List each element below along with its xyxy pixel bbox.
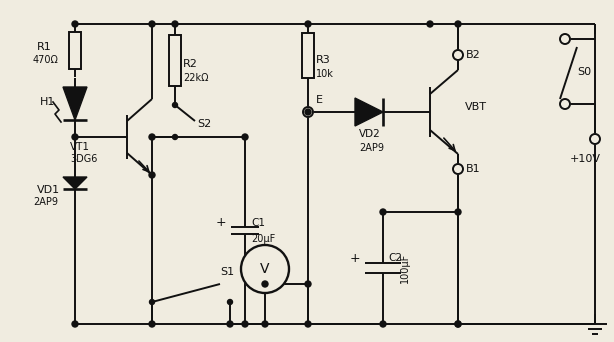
Text: R3: R3 [316, 55, 331, 65]
Circle shape [241, 245, 289, 293]
Text: 3DG6: 3DG6 [70, 154, 98, 164]
Circle shape [227, 321, 233, 327]
Text: 20μF: 20μF [251, 234, 275, 244]
Circle shape [242, 134, 248, 140]
Text: C2: C2 [388, 253, 402, 263]
Circle shape [149, 321, 155, 327]
Text: R2: R2 [183, 59, 198, 69]
Circle shape [455, 21, 461, 27]
Circle shape [560, 99, 570, 109]
Polygon shape [63, 177, 87, 189]
Circle shape [305, 281, 311, 287]
Circle shape [427, 21, 433, 27]
Circle shape [305, 321, 311, 327]
Text: 10k: 10k [316, 69, 334, 79]
Circle shape [305, 109, 311, 115]
Circle shape [72, 321, 78, 327]
Text: S2: S2 [197, 119, 211, 129]
Text: VT1: VT1 [70, 142, 90, 152]
Circle shape [453, 164, 463, 174]
Circle shape [453, 50, 463, 60]
Circle shape [262, 321, 268, 327]
Circle shape [455, 209, 461, 215]
Circle shape [149, 172, 155, 178]
Text: B1: B1 [466, 164, 481, 174]
Text: C1: C1 [251, 218, 265, 227]
Text: VD1: VD1 [37, 185, 60, 195]
Text: S1: S1 [220, 267, 234, 277]
Text: VD2: VD2 [359, 129, 381, 139]
Circle shape [590, 134, 600, 144]
Circle shape [455, 321, 461, 327]
Text: 470Ω: 470Ω [33, 55, 59, 65]
Text: H1: H1 [40, 97, 55, 107]
Text: 2AP9: 2AP9 [33, 197, 58, 207]
Circle shape [262, 281, 268, 287]
Text: VBT: VBT [465, 102, 487, 112]
Circle shape [455, 321, 461, 327]
Text: S0: S0 [577, 67, 591, 77]
Text: V: V [260, 262, 270, 276]
Circle shape [173, 103, 177, 107]
Circle shape [149, 300, 155, 304]
Circle shape [72, 134, 78, 140]
Circle shape [380, 321, 386, 327]
Text: E: E [316, 95, 323, 105]
FancyBboxPatch shape [169, 35, 181, 86]
FancyBboxPatch shape [69, 32, 81, 69]
Text: +: + [216, 215, 227, 228]
FancyBboxPatch shape [302, 34, 314, 78]
Circle shape [173, 134, 177, 140]
Text: +10V: +10V [570, 154, 601, 164]
Circle shape [560, 34, 570, 44]
Circle shape [380, 209, 386, 215]
Circle shape [72, 21, 78, 27]
Circle shape [149, 134, 155, 140]
Circle shape [228, 300, 233, 304]
Text: 100μF: 100μF [400, 253, 410, 283]
Text: B2: B2 [466, 50, 481, 60]
Text: R1: R1 [37, 42, 52, 52]
Circle shape [172, 21, 178, 27]
Circle shape [149, 21, 155, 27]
Polygon shape [355, 98, 383, 126]
Circle shape [303, 107, 313, 117]
Text: 2AP9: 2AP9 [359, 143, 384, 153]
Circle shape [242, 321, 248, 327]
Circle shape [305, 21, 311, 27]
Text: +: + [350, 251, 360, 264]
Polygon shape [63, 87, 87, 120]
Text: 22kΩ: 22kΩ [183, 73, 209, 83]
